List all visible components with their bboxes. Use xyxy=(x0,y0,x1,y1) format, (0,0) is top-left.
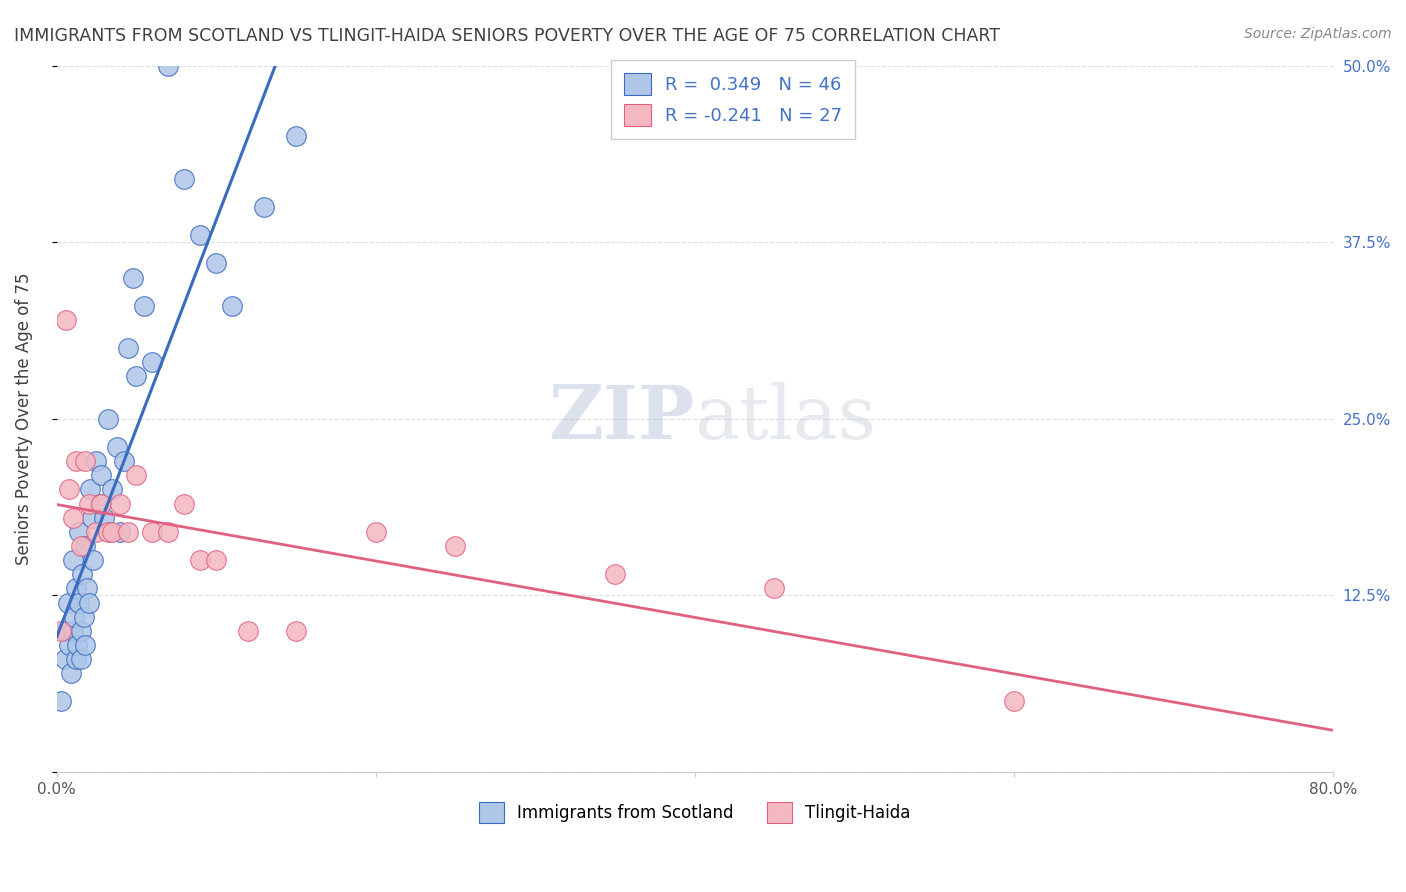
Point xyxy=(58,483,80,497)
Point xyxy=(58,638,80,652)
Point xyxy=(69,539,91,553)
Point xyxy=(101,483,124,497)
Point xyxy=(125,369,148,384)
Point xyxy=(97,412,120,426)
Point xyxy=(101,524,124,539)
Point xyxy=(89,497,111,511)
Point xyxy=(70,567,93,582)
Point xyxy=(67,595,90,609)
Y-axis label: Seniors Poverty Over the Age of 75: Seniors Poverty Over the Age of 75 xyxy=(15,273,32,565)
Point xyxy=(93,510,115,524)
Point xyxy=(86,524,108,539)
Point xyxy=(90,468,112,483)
Point xyxy=(253,200,276,214)
Text: Source: ZipAtlas.com: Source: ZipAtlas.com xyxy=(1244,27,1392,41)
Point xyxy=(73,609,96,624)
Point xyxy=(62,553,84,567)
Point xyxy=(112,454,135,468)
Point xyxy=(141,524,163,539)
Point xyxy=(77,497,100,511)
Point xyxy=(51,694,73,708)
Point xyxy=(75,638,97,652)
Point xyxy=(188,228,211,243)
Point xyxy=(79,483,101,497)
Point xyxy=(55,313,77,327)
Point xyxy=(53,652,76,666)
Point xyxy=(173,171,195,186)
Point xyxy=(444,539,467,553)
Point xyxy=(65,652,87,666)
Text: atlas: atlas xyxy=(695,383,877,455)
Point xyxy=(76,582,98,596)
Point xyxy=(82,553,104,567)
Point xyxy=(62,510,84,524)
Point xyxy=(110,497,132,511)
Point xyxy=(134,299,156,313)
Point xyxy=(77,595,100,609)
Point xyxy=(51,624,73,638)
Point xyxy=(157,59,180,73)
Point xyxy=(80,510,103,524)
Point xyxy=(69,624,91,638)
Point xyxy=(65,454,87,468)
Point xyxy=(188,553,211,567)
Point xyxy=(603,567,626,582)
Point xyxy=(364,524,387,539)
Point xyxy=(173,497,195,511)
Point xyxy=(75,539,97,553)
Point xyxy=(221,299,243,313)
Point xyxy=(117,341,139,355)
Point xyxy=(1002,694,1025,708)
Point xyxy=(284,624,307,638)
Point xyxy=(75,454,97,468)
Point xyxy=(62,624,84,638)
Text: ZIP: ZIP xyxy=(548,383,695,455)
Point xyxy=(59,666,82,681)
Point xyxy=(69,652,91,666)
Point xyxy=(141,355,163,369)
Point xyxy=(205,256,228,270)
Point xyxy=(236,624,259,638)
Text: IMMIGRANTS FROM SCOTLAND VS TLINGIT-HAIDA SENIORS POVERTY OVER THE AGE OF 75 COR: IMMIGRANTS FROM SCOTLAND VS TLINGIT-HAID… xyxy=(14,27,1000,45)
Point xyxy=(763,582,786,596)
Point xyxy=(63,609,86,624)
Point xyxy=(117,524,139,539)
Point xyxy=(110,524,132,539)
Point xyxy=(66,638,89,652)
Point xyxy=(97,524,120,539)
Point xyxy=(90,497,112,511)
Point xyxy=(284,129,307,144)
Point xyxy=(122,270,145,285)
Point xyxy=(157,524,180,539)
Point xyxy=(105,440,128,454)
Point xyxy=(56,595,79,609)
Point xyxy=(125,468,148,483)
Legend: Immigrants from Scotland, Tlingit-Haida: Immigrants from Scotland, Tlingit-Haida xyxy=(467,790,922,834)
Point xyxy=(55,624,77,638)
Point xyxy=(86,454,108,468)
Point xyxy=(67,524,90,539)
Point xyxy=(65,582,87,596)
Point xyxy=(205,553,228,567)
